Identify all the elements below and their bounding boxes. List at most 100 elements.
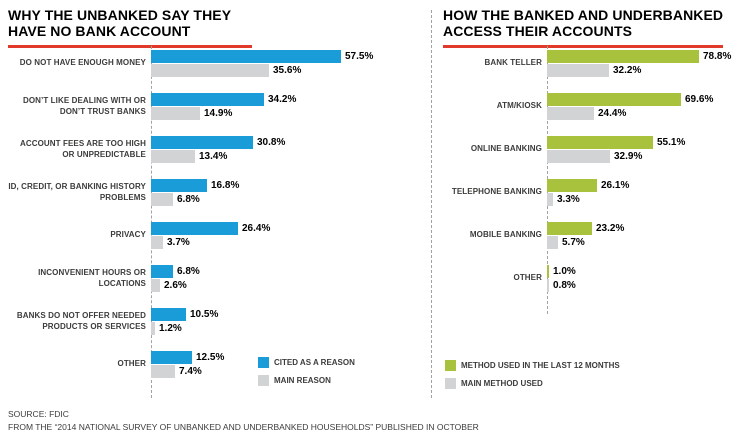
legend-swatch	[445, 360, 456, 371]
bar-line: 26.4%	[151, 222, 270, 235]
left-chart-legend: CITED AS A REASON MAIN REASON	[258, 357, 355, 393]
source-line: SOURCE: FDIC	[8, 409, 69, 419]
bar-value: 6.8%	[177, 266, 200, 277]
bar-line: 6.8%	[151, 193, 239, 206]
right-chart-legend: METHOD USED IN THE LAST 12 MONTHS MAIN ME…	[445, 360, 620, 396]
bar-pair: 6.8% 2.6%	[151, 265, 200, 292]
category-label: OTHER	[117, 359, 146, 369]
bar-line: 69.6%	[547, 93, 713, 106]
bar-value: 16.8%	[211, 180, 240, 191]
bar	[151, 136, 253, 149]
bar-line: 57.5%	[151, 50, 373, 63]
bar	[151, 236, 163, 249]
bar-group: MOBILE BANKING 23.2% 5.7%	[443, 222, 731, 249]
bar-group: DON’T LIKE DEALING WITH OR DON’T TRUST B…	[8, 93, 373, 120]
bar	[151, 193, 173, 206]
bar-line: 14.9%	[151, 107, 296, 120]
legend-item: MAIN METHOD USED	[445, 378, 620, 389]
category-label: ONLINE BANKING	[470, 144, 542, 154]
bar-pair: 69.6% 24.4%	[547, 93, 713, 120]
bar	[547, 64, 609, 77]
bar-value: 12.5%	[196, 352, 225, 363]
bar	[151, 179, 207, 192]
bar	[547, 236, 558, 249]
bar	[547, 93, 681, 106]
bar	[151, 107, 200, 120]
legend-item: CITED AS A REASON	[258, 357, 355, 368]
bar-line: 0.8%	[547, 279, 576, 292]
bar-line: 78.8%	[547, 50, 731, 63]
bar	[547, 193, 553, 206]
access-methods-chart: HOW THE BANKED AND UNDERBANKED ACCESS THE…	[443, 7, 739, 408]
bar	[151, 64, 269, 77]
category-label: DON’T LIKE DEALING WITH OR DON’T TRUST B…	[22, 96, 146, 116]
bar-line: 12.5%	[151, 351, 224, 364]
bar-line: 5.7%	[547, 236, 624, 249]
bar-value: 5.7%	[562, 237, 585, 248]
bar	[151, 222, 238, 235]
bar-value: 26.1%	[601, 180, 630, 191]
bar	[151, 322, 155, 335]
bar	[151, 365, 175, 378]
bar-line: 10.5%	[151, 308, 218, 321]
bar-pair: 78.8% 32.2%	[547, 50, 731, 77]
bar-value: 24.4%	[598, 108, 627, 119]
bar-value: 23.2%	[596, 223, 625, 234]
bar-pair: 26.1% 3.3%	[547, 179, 629, 206]
legend-swatch	[445, 378, 456, 389]
bar-group: BANK TELLER 78.8% 32.2%	[443, 50, 731, 77]
attribution-line: FROM THE “2014 NATIONAL SURVEY OF UNBANK…	[8, 422, 479, 433]
bar-group: ACCOUNT FEES ARE TOO HIGH OR UNPREDICTAB…	[8, 136, 373, 163]
bar-value: 13.4%	[199, 151, 228, 162]
bar-line: 32.2%	[547, 64, 731, 77]
category-label: PRIVACY	[110, 230, 146, 240]
bar-line: 35.6%	[151, 64, 373, 77]
bar-value: 55.1%	[657, 137, 686, 148]
category-label: DO NOT HAVE ENOUGH MONEY	[19, 58, 146, 68]
category-label: MOBILE BANKING	[469, 230, 542, 240]
bar	[151, 93, 264, 106]
bar-value: 57.5%	[345, 51, 374, 62]
legend-label: MAIN REASON	[274, 376, 331, 385]
bar	[547, 107, 594, 120]
bar-group: OTHER 12.5% 7.4%	[8, 351, 373, 378]
bar-pair: 34.2% 14.9%	[151, 93, 296, 120]
bar-value: 35.6%	[273, 65, 302, 76]
bar-value: 0.8%	[553, 280, 576, 291]
bar-line: 1.2%	[151, 322, 218, 335]
legend-label: METHOD USED IN THE LAST 12 MONTHS	[461, 361, 620, 370]
bar-line: 3.7%	[151, 236, 270, 249]
bar-pair: 57.5% 35.6%	[151, 50, 373, 77]
panel-divider-line	[431, 10, 432, 398]
bar-pair: 55.1% 32.9%	[547, 136, 685, 163]
bar-pair: 1.0% 0.8%	[547, 265, 576, 292]
bar-value: 3.3%	[557, 194, 580, 205]
bar-line: 30.8%	[151, 136, 285, 149]
bar-group: OTHER 1.0% 0.8%	[443, 265, 731, 292]
legend-swatch	[258, 375, 269, 386]
bar-line: 32.9%	[547, 150, 685, 163]
bar-line: 34.2%	[151, 93, 296, 106]
bar-group: ID, CREDIT, OR BANKING HISTORY PROBLEMS 1…	[8, 179, 373, 206]
bar-value: 6.8%	[177, 194, 200, 205]
bar	[151, 150, 195, 163]
bar-line: 26.1%	[547, 179, 629, 192]
bar-value: 7.4%	[179, 366, 202, 377]
bar-line: 3.3%	[547, 193, 629, 206]
bar-pair: 30.8% 13.4%	[151, 136, 285, 163]
bar-value: 3.7%	[167, 237, 190, 248]
category-label: BANK TELLER	[484, 58, 542, 68]
bar-line: 55.1%	[547, 136, 685, 149]
bar	[151, 279, 160, 292]
bar-line: 13.4%	[151, 150, 285, 163]
category-label: BANKS DO NOT OFFER NEEDED PRODUCTS OR SE…	[16, 311, 146, 331]
bar-line: 1.0%	[547, 265, 576, 278]
bar	[547, 150, 610, 163]
category-label: TELEPHONE BANKING	[451, 187, 542, 197]
legend-item: METHOD USED IN THE LAST 12 MONTHS	[445, 360, 620, 371]
bar-value: 1.2%	[159, 323, 182, 334]
bar	[547, 265, 549, 278]
legend-label: MAIN METHOD USED	[461, 379, 543, 388]
bar	[547, 222, 592, 235]
